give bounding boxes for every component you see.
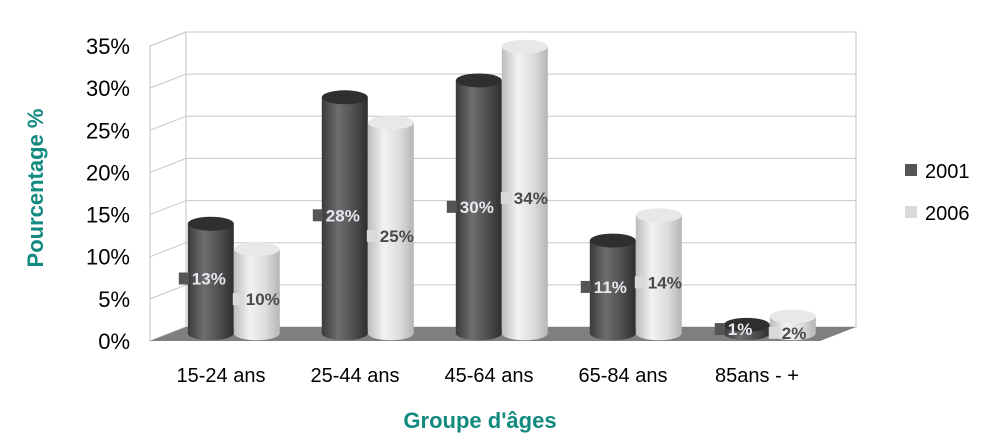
bar-cap (723, 317, 770, 332)
bar-body (635, 215, 682, 341)
legend-label-2006: 2006 (925, 203, 970, 225)
side-wall (149, 31, 187, 342)
data-label-2001: 28% (326, 206, 360, 225)
data-label-2006: 25% (380, 227, 414, 246)
data-label-2006: 14% (648, 273, 682, 292)
bar-body (233, 249, 280, 341)
y-axis-title: Pourcentage % (23, 109, 48, 268)
x-tick-label: 15-24 ans (177, 365, 266, 387)
bar-body (321, 97, 368, 341)
data-label-2006: 34% (514, 189, 548, 208)
bar-body (187, 223, 234, 341)
x-tick-label: 45-64 ans (445, 365, 534, 387)
y-axis-ticks: 0% 5% 10% 15% 20% 25% 30% 35% (86, 34, 130, 354)
data-marker-2001 (178, 272, 189, 285)
gridline (149, 200, 856, 216)
data-marker-2001 (446, 200, 457, 213)
data-marker-2006 (232, 293, 243, 306)
bar-2006-25-44 ans (367, 115, 414, 341)
data-marker-2001 (312, 209, 323, 222)
x-axis-title: Groupe d'âges (403, 408, 556, 433)
bar-2001-65-84 ans (589, 233, 636, 341)
bar-body (589, 240, 636, 341)
bar-cap (321, 90, 368, 105)
data-label-2001: 1% (728, 320, 753, 339)
gridline (149, 157, 856, 173)
bar-cap (233, 242, 280, 257)
data-label-2006: 2% (782, 324, 807, 343)
bar-body (367, 122, 414, 341)
legend-swatch-2001 (905, 164, 917, 176)
data-marker-2006 (500, 192, 511, 205)
bar-2001-25-44 ans (321, 90, 368, 341)
y-tick-label: 15% (86, 203, 130, 228)
data-marker-2006 (366, 229, 377, 242)
gridline (149, 73, 856, 89)
bar-body (455, 80, 502, 341)
bar-body (501, 46, 548, 341)
legend: 2001 2006 (905, 161, 970, 225)
data-label-2006: 10% (246, 290, 280, 309)
data-marker-2001 (714, 323, 725, 336)
data-label-2001: 11% (594, 278, 627, 297)
bar-2001-15-24 ans (187, 216, 234, 341)
data-labels: 13% 10% 28% 25% 30% 34% 11% 14% 1% 2% (178, 189, 807, 343)
bar-cap (769, 309, 816, 324)
y-tick-label: 25% (86, 118, 130, 143)
bar-2001-85ans - + (723, 317, 770, 341)
bar-2006-15-24 ans (233, 242, 280, 341)
legend-label-2001: 2001 (925, 161, 970, 183)
y-tick-label: 10% (86, 245, 130, 270)
y-tick-label: 30% (86, 76, 130, 101)
y-tick-label: 0% (98, 329, 130, 354)
gridline (149, 31, 856, 47)
bar-2001-45-64 ans (455, 73, 502, 341)
x-tick-label: 85ans - + (715, 365, 799, 387)
y-tick-label: 35% (86, 34, 130, 59)
data-marker-2006 (768, 326, 779, 339)
data-label-2001: 30% (460, 198, 494, 217)
bar-cap (589, 233, 636, 248)
data-marker-2006 (634, 276, 645, 289)
legend-swatch-2006 (905, 206, 917, 218)
data-marker-2001 (580, 280, 591, 293)
bar-2006-45-64 ans (501, 39, 548, 341)
x-tick-label: 65-84 ans (579, 365, 668, 387)
bar-2006-65-84 ans (635, 208, 682, 341)
x-tick-label: 25-44 ans (311, 365, 400, 387)
gridline (149, 115, 856, 131)
y-tick-label: 20% (86, 160, 130, 185)
data-label-2001: 13% (192, 270, 226, 289)
bars (187, 39, 816, 341)
bar-cap (635, 208, 682, 223)
bar-cap (367, 115, 414, 130)
x-axis-categories: 15-24 ans 25-44 ans 45-64 ans 65-84 ans 85an… (177, 365, 799, 387)
y-tick-label: 5% (98, 287, 130, 312)
bar-cap (187, 216, 234, 231)
bar-cap (501, 39, 548, 54)
bar-2006-85ans - + (769, 309, 816, 341)
bar-cap (455, 73, 502, 88)
